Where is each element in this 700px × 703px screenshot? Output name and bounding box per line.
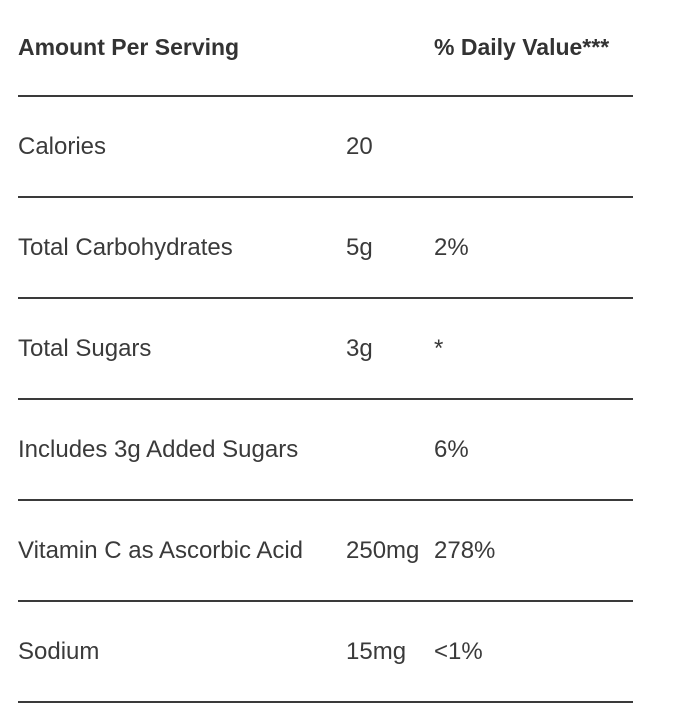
nutrient-daily-value: 2%	[434, 233, 469, 261]
nutrient-amount: 15mg	[346, 637, 407, 665]
nutrient-name: Sodium	[18, 637, 100, 665]
table-row-calories: Calories 20	[18, 97, 633, 198]
amount-per-serving-header: Amount Per Serving	[18, 34, 240, 60]
nutrient-name: Includes 3g Added Sugars	[18, 435, 299, 463]
nutrient-name: Total Carbohydrates	[18, 233, 233, 261]
nutrient-daily-value: *	[434, 334, 444, 362]
nutrient-daily-value: 278%	[434, 536, 496, 564]
table-row-vitamin-c: Vitamin C as Ascorbic Acid 250mg 278%	[18, 501, 633, 602]
nutrient-amount: 250mg	[346, 536, 420, 564]
nutrient-amount: 5g	[346, 233, 373, 261]
table-header-row: Amount Per Serving % Daily Value***	[18, 0, 633, 97]
table-row-total-carbohydrates: Total Carbohydrates 5g 2%	[18, 198, 633, 299]
nutrient-amount: 3g	[346, 334, 373, 362]
nutrient-name: Vitamin C as Ascorbic Acid	[18, 536, 304, 564]
daily-value-header: % Daily Value***	[434, 34, 610, 60]
table-row-total-sugars: Total Sugars 3g *	[18, 299, 633, 400]
table-row-added-sugars: Includes 3g Added Sugars 6%	[18, 400, 633, 501]
table-row-sodium: Sodium 15mg <1%	[18, 602, 633, 703]
nutrient-amount: 20	[346, 132, 373, 160]
nutrient-name: Total Sugars	[18, 334, 152, 362]
nutrition-facts-table: Amount Per Serving % Daily Value*** Calo…	[18, 0, 633, 703]
nutrient-daily-value: <1%	[434, 637, 483, 665]
nutrient-daily-value: 6%	[434, 435, 469, 463]
nutrient-name: Calories	[18, 132, 107, 160]
